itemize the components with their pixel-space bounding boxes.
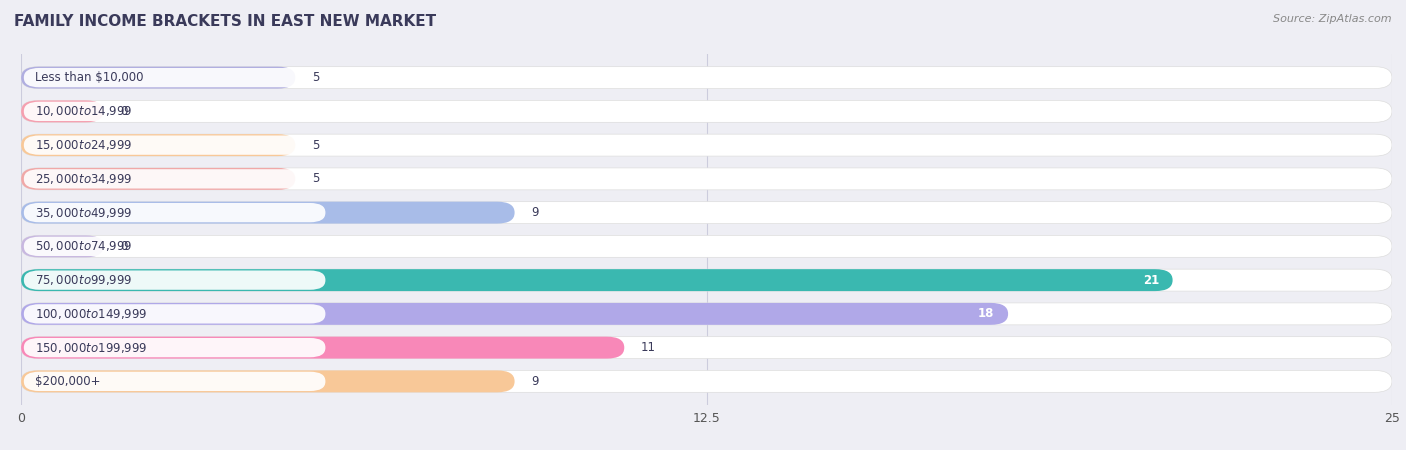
FancyBboxPatch shape <box>21 337 624 359</box>
Text: $35,000 to $49,999: $35,000 to $49,999 <box>35 206 132 220</box>
Text: $25,000 to $34,999: $25,000 to $34,999 <box>35 172 132 186</box>
FancyBboxPatch shape <box>21 168 1392 190</box>
Text: $15,000 to $24,999: $15,000 to $24,999 <box>35 138 132 152</box>
FancyBboxPatch shape <box>24 68 325 87</box>
FancyBboxPatch shape <box>21 168 295 190</box>
Text: 9: 9 <box>531 375 538 388</box>
Text: Less than $10,000: Less than $10,000 <box>35 71 143 84</box>
FancyBboxPatch shape <box>21 303 1392 325</box>
Text: 9: 9 <box>531 206 538 219</box>
FancyBboxPatch shape <box>24 338 325 357</box>
Text: 0: 0 <box>120 240 127 253</box>
Text: 21: 21 <box>1143 274 1159 287</box>
FancyBboxPatch shape <box>21 100 104 122</box>
Text: Source: ZipAtlas.com: Source: ZipAtlas.com <box>1274 14 1392 23</box>
FancyBboxPatch shape <box>21 337 1392 359</box>
FancyBboxPatch shape <box>21 269 1392 291</box>
FancyBboxPatch shape <box>21 134 295 156</box>
FancyBboxPatch shape <box>24 270 325 290</box>
FancyBboxPatch shape <box>21 100 1392 122</box>
FancyBboxPatch shape <box>24 372 325 391</box>
FancyBboxPatch shape <box>21 67 295 89</box>
FancyBboxPatch shape <box>21 370 1392 392</box>
FancyBboxPatch shape <box>24 102 325 121</box>
Text: 5: 5 <box>312 71 319 84</box>
Text: $10,000 to $14,999: $10,000 to $14,999 <box>35 104 132 118</box>
FancyBboxPatch shape <box>21 235 104 257</box>
Text: $100,000 to $149,999: $100,000 to $149,999 <box>35 307 148 321</box>
Text: $50,000 to $74,999: $50,000 to $74,999 <box>35 239 132 253</box>
Text: $200,000+: $200,000+ <box>35 375 100 388</box>
FancyBboxPatch shape <box>24 304 325 324</box>
Text: 11: 11 <box>641 341 655 354</box>
FancyBboxPatch shape <box>24 237 325 256</box>
Text: 0: 0 <box>120 105 127 118</box>
FancyBboxPatch shape <box>21 269 1173 291</box>
FancyBboxPatch shape <box>21 134 1392 156</box>
Text: $75,000 to $99,999: $75,000 to $99,999 <box>35 273 132 287</box>
Text: $150,000 to $199,999: $150,000 to $199,999 <box>35 341 148 355</box>
FancyBboxPatch shape <box>24 203 325 222</box>
Text: 5: 5 <box>312 139 319 152</box>
FancyBboxPatch shape <box>24 169 325 189</box>
Text: FAMILY INCOME BRACKETS IN EAST NEW MARKET: FAMILY INCOME BRACKETS IN EAST NEW MARKE… <box>14 14 436 28</box>
FancyBboxPatch shape <box>21 202 1392 224</box>
Text: 5: 5 <box>312 172 319 185</box>
FancyBboxPatch shape <box>21 67 1392 89</box>
FancyBboxPatch shape <box>21 370 515 392</box>
FancyBboxPatch shape <box>21 235 1392 257</box>
Text: 18: 18 <box>979 307 994 320</box>
FancyBboxPatch shape <box>21 303 1008 325</box>
FancyBboxPatch shape <box>24 135 325 155</box>
FancyBboxPatch shape <box>21 202 515 224</box>
